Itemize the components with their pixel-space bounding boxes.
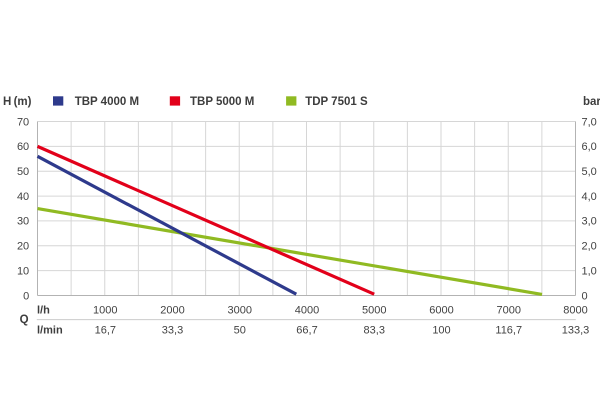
- svg-text:116,7: 116,7: [495, 324, 522, 336]
- svg-text:3000: 3000: [228, 305, 252, 317]
- svg-text:0: 0: [23, 290, 29, 302]
- svg-text:40: 40: [17, 191, 29, 203]
- svg-text:1,0: 1,0: [582, 265, 597, 277]
- svg-text:20: 20: [17, 241, 29, 253]
- svg-text:133,3: 133,3: [562, 324, 590, 336]
- svg-text:8000: 8000: [563, 305, 587, 317]
- svg-text:H (m): H (m): [3, 96, 32, 108]
- svg-text:2000: 2000: [160, 305, 184, 317]
- svg-text:TBP 4000 M: TBP 4000 M: [75, 96, 139, 108]
- svg-text:1000: 1000: [93, 305, 117, 317]
- svg-text:70: 70: [17, 116, 29, 128]
- svg-text:100: 100: [432, 324, 450, 336]
- svg-text:0: 0: [582, 290, 588, 302]
- svg-text:30: 30: [17, 216, 29, 228]
- svg-text:l/min: l/min: [37, 324, 63, 336]
- svg-text:TDP 7501 S: TDP 7501 S: [305, 96, 368, 108]
- svg-text:50: 50: [17, 166, 29, 178]
- svg-text:4000: 4000: [295, 305, 319, 317]
- svg-text:16,7: 16,7: [95, 324, 116, 336]
- svg-text:TBP 5000 M: TBP 5000 M: [190, 96, 254, 108]
- svg-text:50: 50: [234, 324, 246, 336]
- svg-text:6,0: 6,0: [582, 141, 597, 153]
- svg-text:5000: 5000: [362, 305, 386, 317]
- svg-text:83,3: 83,3: [364, 324, 385, 336]
- svg-text:7,0: 7,0: [582, 116, 597, 128]
- svg-text:33,3: 33,3: [162, 324, 183, 336]
- svg-text:6000: 6000: [429, 305, 453, 317]
- svg-text:10: 10: [17, 265, 29, 277]
- svg-text:l/h: l/h: [37, 305, 50, 317]
- svg-text:66,7: 66,7: [296, 324, 317, 336]
- svg-text:60: 60: [17, 141, 29, 153]
- svg-text:Q: Q: [20, 314, 29, 326]
- svg-text:7000: 7000: [497, 305, 521, 317]
- svg-text:3,0: 3,0: [582, 216, 597, 228]
- svg-text:5,0: 5,0: [582, 166, 597, 178]
- svg-text:4,0: 4,0: [582, 191, 597, 203]
- svg-text:bar: bar: [583, 96, 600, 108]
- svg-text:2,0: 2,0: [582, 241, 597, 253]
